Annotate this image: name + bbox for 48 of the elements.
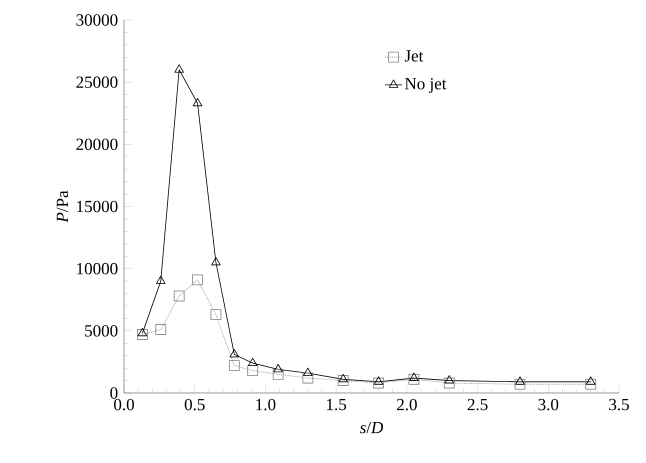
y-tick-label: 20000 — [76, 138, 118, 150]
x-tick-label: 0.0 — [114, 398, 134, 410]
x-tick-label: 3.0 — [538, 398, 558, 410]
point — [272, 368, 284, 380]
x-axis-title: s/D — [360, 422, 384, 434]
point — [228, 360, 240, 372]
point — [174, 290, 185, 302]
x-tick-label: 1.5 — [327, 398, 346, 410]
legend-label: Jet — [404, 50, 424, 62]
point — [586, 376, 596, 385]
point — [374, 376, 384, 385]
point — [192, 274, 203, 286]
y-tick-label: 5000 — [85, 325, 118, 337]
point — [230, 349, 240, 358]
point — [338, 375, 349, 386]
point — [303, 368, 313, 376]
point — [444, 375, 454, 384]
point — [273, 364, 283, 372]
y-axis-title: P/Pa — [56, 190, 68, 223]
y-tick-label: 25000 — [76, 76, 118, 88]
point — [136, 329, 148, 340]
x-tick-label: 3.5 — [609, 398, 629, 410]
point — [408, 374, 420, 385]
y-tick-label: 0 — [110, 387, 118, 399]
point — [585, 378, 596, 390]
point — [373, 378, 384, 388]
point — [515, 376, 525, 385]
point — [155, 324, 166, 335]
point — [338, 374, 348, 382]
y-tick-label: 30000 — [76, 14, 118, 26]
legend-label: No jet — [404, 78, 446, 93]
x-tick-label: 2.0 — [396, 398, 417, 410]
point — [138, 328, 148, 336]
point — [211, 257, 221, 266]
point — [174, 64, 184, 73]
point — [409, 372, 419, 381]
y-tick-label: 15000 — [77, 200, 118, 212]
x-tick-label: 2.5 — [468, 398, 488, 410]
y-tick-label: 10000 — [77, 262, 118, 274]
point — [210, 309, 222, 320]
x-tick-label: 1.0 — [256, 398, 276, 410]
x-tick-label: 0.5 — [184, 398, 205, 410]
point — [192, 98, 202, 106]
point — [444, 378, 455, 388]
point — [248, 358, 258, 366]
point — [514, 378, 526, 390]
point — [156, 276, 166, 284]
point — [302, 372, 314, 384]
